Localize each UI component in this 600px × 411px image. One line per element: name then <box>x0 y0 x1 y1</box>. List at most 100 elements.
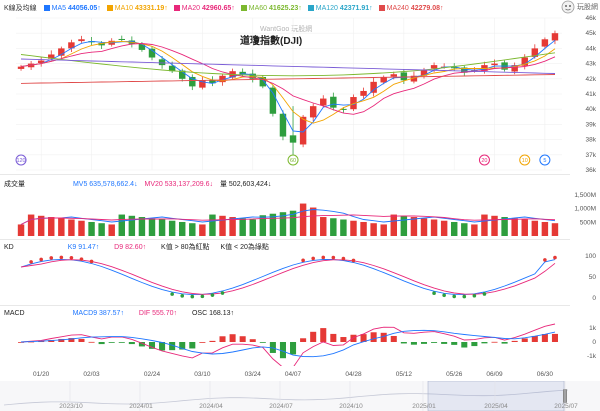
ma-marker-label: 20 <box>481 158 487 164</box>
volume-bar <box>410 217 418 236</box>
volume-ma-line-1 <box>20 214 556 225</box>
macd-osc-bar <box>491 341 498 343</box>
price-tick-label: 38k <box>586 137 597 144</box>
kd-overbought-dot <box>331 255 336 260</box>
kd-oversold-dot <box>200 294 205 299</box>
macd-osc-bar <box>441 342 448 344</box>
logo-icon <box>561 0 575 14</box>
macd-osc-bar <box>350 334 357 342</box>
long-ma-line-1 <box>20 58 556 74</box>
candle-body <box>58 48 65 56</box>
volume-legend: 成交量 MV5 635,578,662.4↓ MV20 533,137,209.… <box>4 179 276 190</box>
candle-body <box>289 135 297 143</box>
volume-chart[interactable]: 1,500M 1,000M 500M <box>0 188 600 238</box>
macd-osc-bar <box>219 336 226 342</box>
macd-chart[interactable]: 1k 0 -1k <box>0 318 600 366</box>
volume-bar <box>471 224 478 236</box>
volume-bar <box>199 224 206 236</box>
candle-body <box>138 43 146 50</box>
macd-line-1 <box>20 329 556 358</box>
price-tick-label: 39k <box>586 121 597 128</box>
volume-bar <box>501 217 508 236</box>
long-ma-line-0 <box>20 52 556 77</box>
macd-osc-bar <box>541 333 548 342</box>
ma-line-2 <box>20 43 556 115</box>
price-tick-label: 46k <box>586 15 597 22</box>
date-tick-label: 05/12 <box>396 371 413 378</box>
candle-body <box>400 72 408 81</box>
kd-oversold-dot <box>190 294 195 299</box>
volume-bar <box>239 218 246 236</box>
volume-bar <box>320 217 327 236</box>
ma-legend-ma60: MA60 41625.23↑ <box>240 5 302 12</box>
k9-value: K9 91.47↑ <box>67 244 100 251</box>
volume-bar <box>249 219 256 236</box>
kd-overbought-dot <box>69 255 74 260</box>
price-tick-label: 37k <box>586 152 597 159</box>
macd-osc-bar <box>179 342 186 350</box>
ma-marker-label: 120 <box>16 158 25 164</box>
kd-oversold-dot <box>170 292 174 296</box>
kd-chart[interactable]: 100 50 0 <box>0 252 600 302</box>
navigator-label: 2024/07 <box>269 403 293 410</box>
price-chart[interactable]: 46k 45k 44k 43k 42k 41k 40k 39k 38k 37k 36k 120 60 20… <box>0 14 600 174</box>
kd-overbought-dot <box>321 255 326 260</box>
volume-bar <box>309 207 317 236</box>
osc-value: OSC 168.13↑ <box>191 310 235 317</box>
macd-osc-bar <box>451 342 458 345</box>
volume-bar <box>209 214 216 236</box>
volume-label: 成交量 <box>4 181 25 188</box>
date-axis: 01/20 02/03 02/24 03/10 03/24 04/07 04/28 05/12… <box>33 371 553 378</box>
kd-oversold-dot <box>220 291 225 295</box>
volume-bar <box>68 219 75 236</box>
kd-overbought-dot <box>29 260 33 264</box>
volume-bar <box>380 224 387 236</box>
macd-osc-bar <box>420 342 428 344</box>
volume-bar <box>511 218 518 236</box>
volume-bar <box>48 217 55 236</box>
ma-legend-items: MA5 44056.05↑ MA10 43331.19↑ MA20 42960.65↑ MA… <box>43 5 450 12</box>
macd-osc-bar <box>239 336 246 342</box>
ma-legend: K線及均線 MA5 44056.05↑ MA10 43331.19↑ MA20 42960… <box>4 3 455 14</box>
volume-bar <box>269 213 277 236</box>
macd-osc-bar <box>320 328 327 342</box>
macd-osc-bar <box>481 342 488 344</box>
navigator-label: 2024/04 <box>199 403 223 410</box>
kd-tick-label: 50 <box>589 274 597 281</box>
candle-body <box>531 48 539 57</box>
volume-bar <box>279 212 287 236</box>
candle-body <box>521 57 528 66</box>
kd-overbought-dot <box>341 256 346 261</box>
price-tick-label: 43k <box>586 61 597 68</box>
ma-value: 41625.23↑ <box>269 5 302 12</box>
ma-marker-label: 60 <box>290 158 296 164</box>
candle-body <box>199 80 206 88</box>
kd-line-0 <box>20 258 556 296</box>
volume-bar <box>27 214 35 236</box>
macd-osc-bar <box>169 342 176 351</box>
mv5-value: MV5 635,578,662.4↓ <box>72 181 138 188</box>
candle-body <box>380 77 387 83</box>
candle-body <box>320 98 327 106</box>
macd-tick-label: 0 <box>592 339 596 346</box>
macd-osc-bar <box>189 342 196 349</box>
macd-osc-bar <box>128 342 135 345</box>
wantgoo-logo: 玩股網 <box>560 0 598 16</box>
kd-overbought-dot <box>301 258 305 263</box>
candle-body <box>118 38 126 40</box>
macd-osc-bar <box>521 338 528 342</box>
timeline-navigator[interactable]: 2023/10 2024/01 2024/04 2024/07 2024/10 2025/… <box>0 381 600 411</box>
kd-overbought-dot <box>59 255 64 260</box>
ma-marker-circle <box>287 154 299 166</box>
volume-bar <box>541 221 549 236</box>
candle-body <box>450 67 458 69</box>
volume-bar <box>229 217 236 236</box>
volume-bar <box>138 217 146 236</box>
ma-marker-circle <box>15 154 27 166</box>
volume-bar <box>420 218 428 236</box>
ma-swatch <box>240 5 247 12</box>
macd-osc-bar <box>209 340 216 342</box>
price-tick-label: 36k <box>586 167 597 174</box>
navigator-series <box>3 389 569 406</box>
macd-osc-bar <box>148 342 156 349</box>
